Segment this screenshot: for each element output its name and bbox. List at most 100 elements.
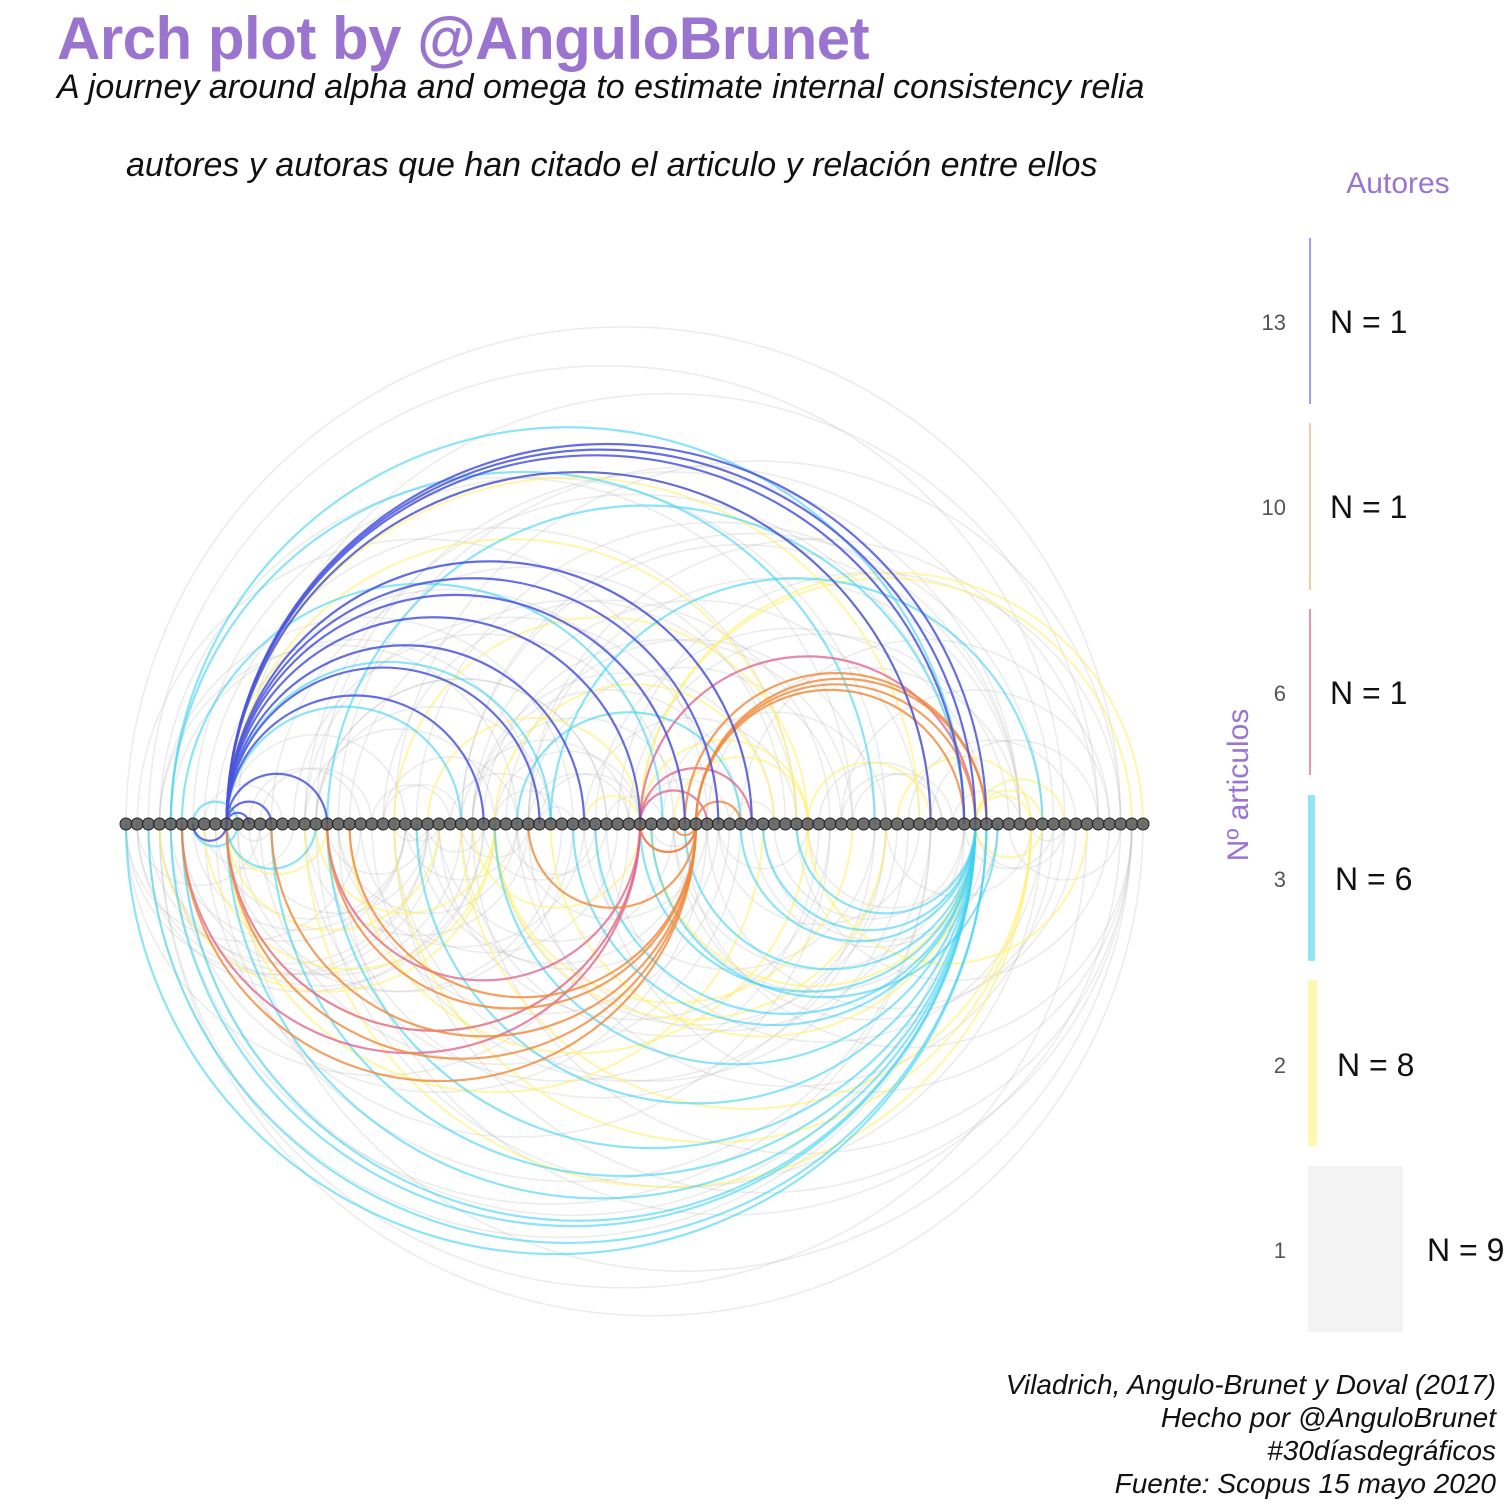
arc-n1 xyxy=(460,532,1044,825)
author-node xyxy=(186,817,200,831)
arc-n3 xyxy=(169,823,977,1228)
arc-n1 xyxy=(538,806,574,825)
legend-level-10: 10 xyxy=(1262,495,1286,520)
arc-n1 xyxy=(203,823,295,870)
arc-n13 xyxy=(225,560,753,825)
arc-n1 xyxy=(382,784,463,825)
author-node xyxy=(1080,817,1094,831)
arc-n1 xyxy=(482,638,854,825)
arc-n2 xyxy=(493,823,854,1004)
arc-n1 xyxy=(583,717,798,825)
arc-n13 xyxy=(225,800,273,825)
arc-n6 xyxy=(638,789,709,825)
arc-n1 xyxy=(203,527,798,825)
arc-n1 xyxy=(147,823,429,965)
arc-n1 xyxy=(516,823,932,1032)
arc-n2 xyxy=(225,823,440,932)
arc-n1 xyxy=(393,459,1122,825)
author-node xyxy=(778,817,792,831)
author-node xyxy=(745,817,759,831)
arc-n3 xyxy=(270,823,977,1178)
arc-n10 xyxy=(225,823,698,1060)
arc-n2 xyxy=(493,823,887,1021)
author-node xyxy=(1069,817,1083,831)
arc-n1 xyxy=(158,476,854,825)
legend-count-2: N = 8 xyxy=(1337,1047,1414,1083)
author-node xyxy=(287,817,301,831)
arc-n13 xyxy=(225,694,485,825)
arc-n1 xyxy=(717,823,809,870)
arc-n1 xyxy=(773,823,965,920)
arc-n13 xyxy=(225,593,686,825)
arc-n3 xyxy=(739,823,977,943)
caption: Viladrich, Angulo-Brunet y Doval (2017) … xyxy=(1006,1368,1496,1500)
legend-count-10: N = 1 xyxy=(1330,489,1407,525)
arc-n3 xyxy=(225,823,318,870)
author-node xyxy=(834,817,848,831)
arc-n1 xyxy=(236,823,574,993)
arc-n2 xyxy=(225,823,329,876)
author-node xyxy=(398,817,412,831)
author-node xyxy=(879,817,893,831)
author-node xyxy=(164,817,178,831)
author-node xyxy=(365,817,379,831)
author-node xyxy=(119,817,133,831)
arc-n2 xyxy=(974,823,1044,859)
author-node xyxy=(756,817,770,831)
arc-n1 xyxy=(158,644,518,825)
arc-n3 xyxy=(169,426,966,825)
arc-n1 xyxy=(739,639,1111,825)
arc-n1 xyxy=(404,823,440,842)
author-node xyxy=(823,817,837,831)
arc-n2 xyxy=(583,795,642,825)
author-node xyxy=(1114,817,1128,831)
arc-n1 xyxy=(471,717,686,825)
arc-n1 xyxy=(259,823,742,1065)
arc-n3 xyxy=(326,504,966,825)
legend-axis-label: Nº articulos xyxy=(1222,709,1255,862)
arc-n2 xyxy=(974,789,1044,825)
arc-n1 xyxy=(527,773,630,825)
author-node xyxy=(633,817,647,831)
arc-n2 xyxy=(974,778,1066,825)
author-node xyxy=(622,817,636,831)
arc-n6 xyxy=(326,823,642,982)
node-row xyxy=(119,817,1150,831)
author-node xyxy=(957,817,971,831)
arc-n1 xyxy=(494,789,563,825)
author-node xyxy=(533,817,547,831)
arc-n1 xyxy=(371,784,451,825)
arc-n1 xyxy=(326,823,876,1098)
legend-count-13: N = 1 xyxy=(1330,304,1407,340)
author-node xyxy=(678,817,692,831)
arc-n3 xyxy=(124,823,988,1256)
author-node xyxy=(130,817,144,831)
author-node xyxy=(790,817,804,831)
chart-description: autores y autoras que han citado el arti… xyxy=(126,146,1098,184)
author-node xyxy=(935,817,949,831)
author-node xyxy=(968,817,982,831)
arc-n2 xyxy=(672,756,809,825)
author-node xyxy=(1125,817,1139,831)
arc-n1 xyxy=(214,823,407,920)
author-node xyxy=(801,817,815,831)
arc-n1 xyxy=(136,823,261,887)
author-node xyxy=(980,817,994,831)
arc-n1 xyxy=(169,638,541,825)
arc-n2 xyxy=(203,823,496,970)
author-node xyxy=(588,817,602,831)
arc-n2 xyxy=(493,683,776,825)
arc-n1 xyxy=(337,466,1055,825)
author-node xyxy=(197,817,211,831)
arc-n1 xyxy=(359,823,619,954)
arc-n13 xyxy=(191,823,228,842)
author-node xyxy=(890,817,904,831)
author-node xyxy=(309,817,323,831)
arc-n1 xyxy=(248,767,362,825)
arc-n1 xyxy=(382,599,831,825)
arc-n1 xyxy=(315,705,552,825)
arc-n1 xyxy=(516,823,708,920)
author-node xyxy=(845,817,859,831)
arc-n3 xyxy=(326,823,977,1150)
legend-key-2 xyxy=(1308,980,1317,1146)
